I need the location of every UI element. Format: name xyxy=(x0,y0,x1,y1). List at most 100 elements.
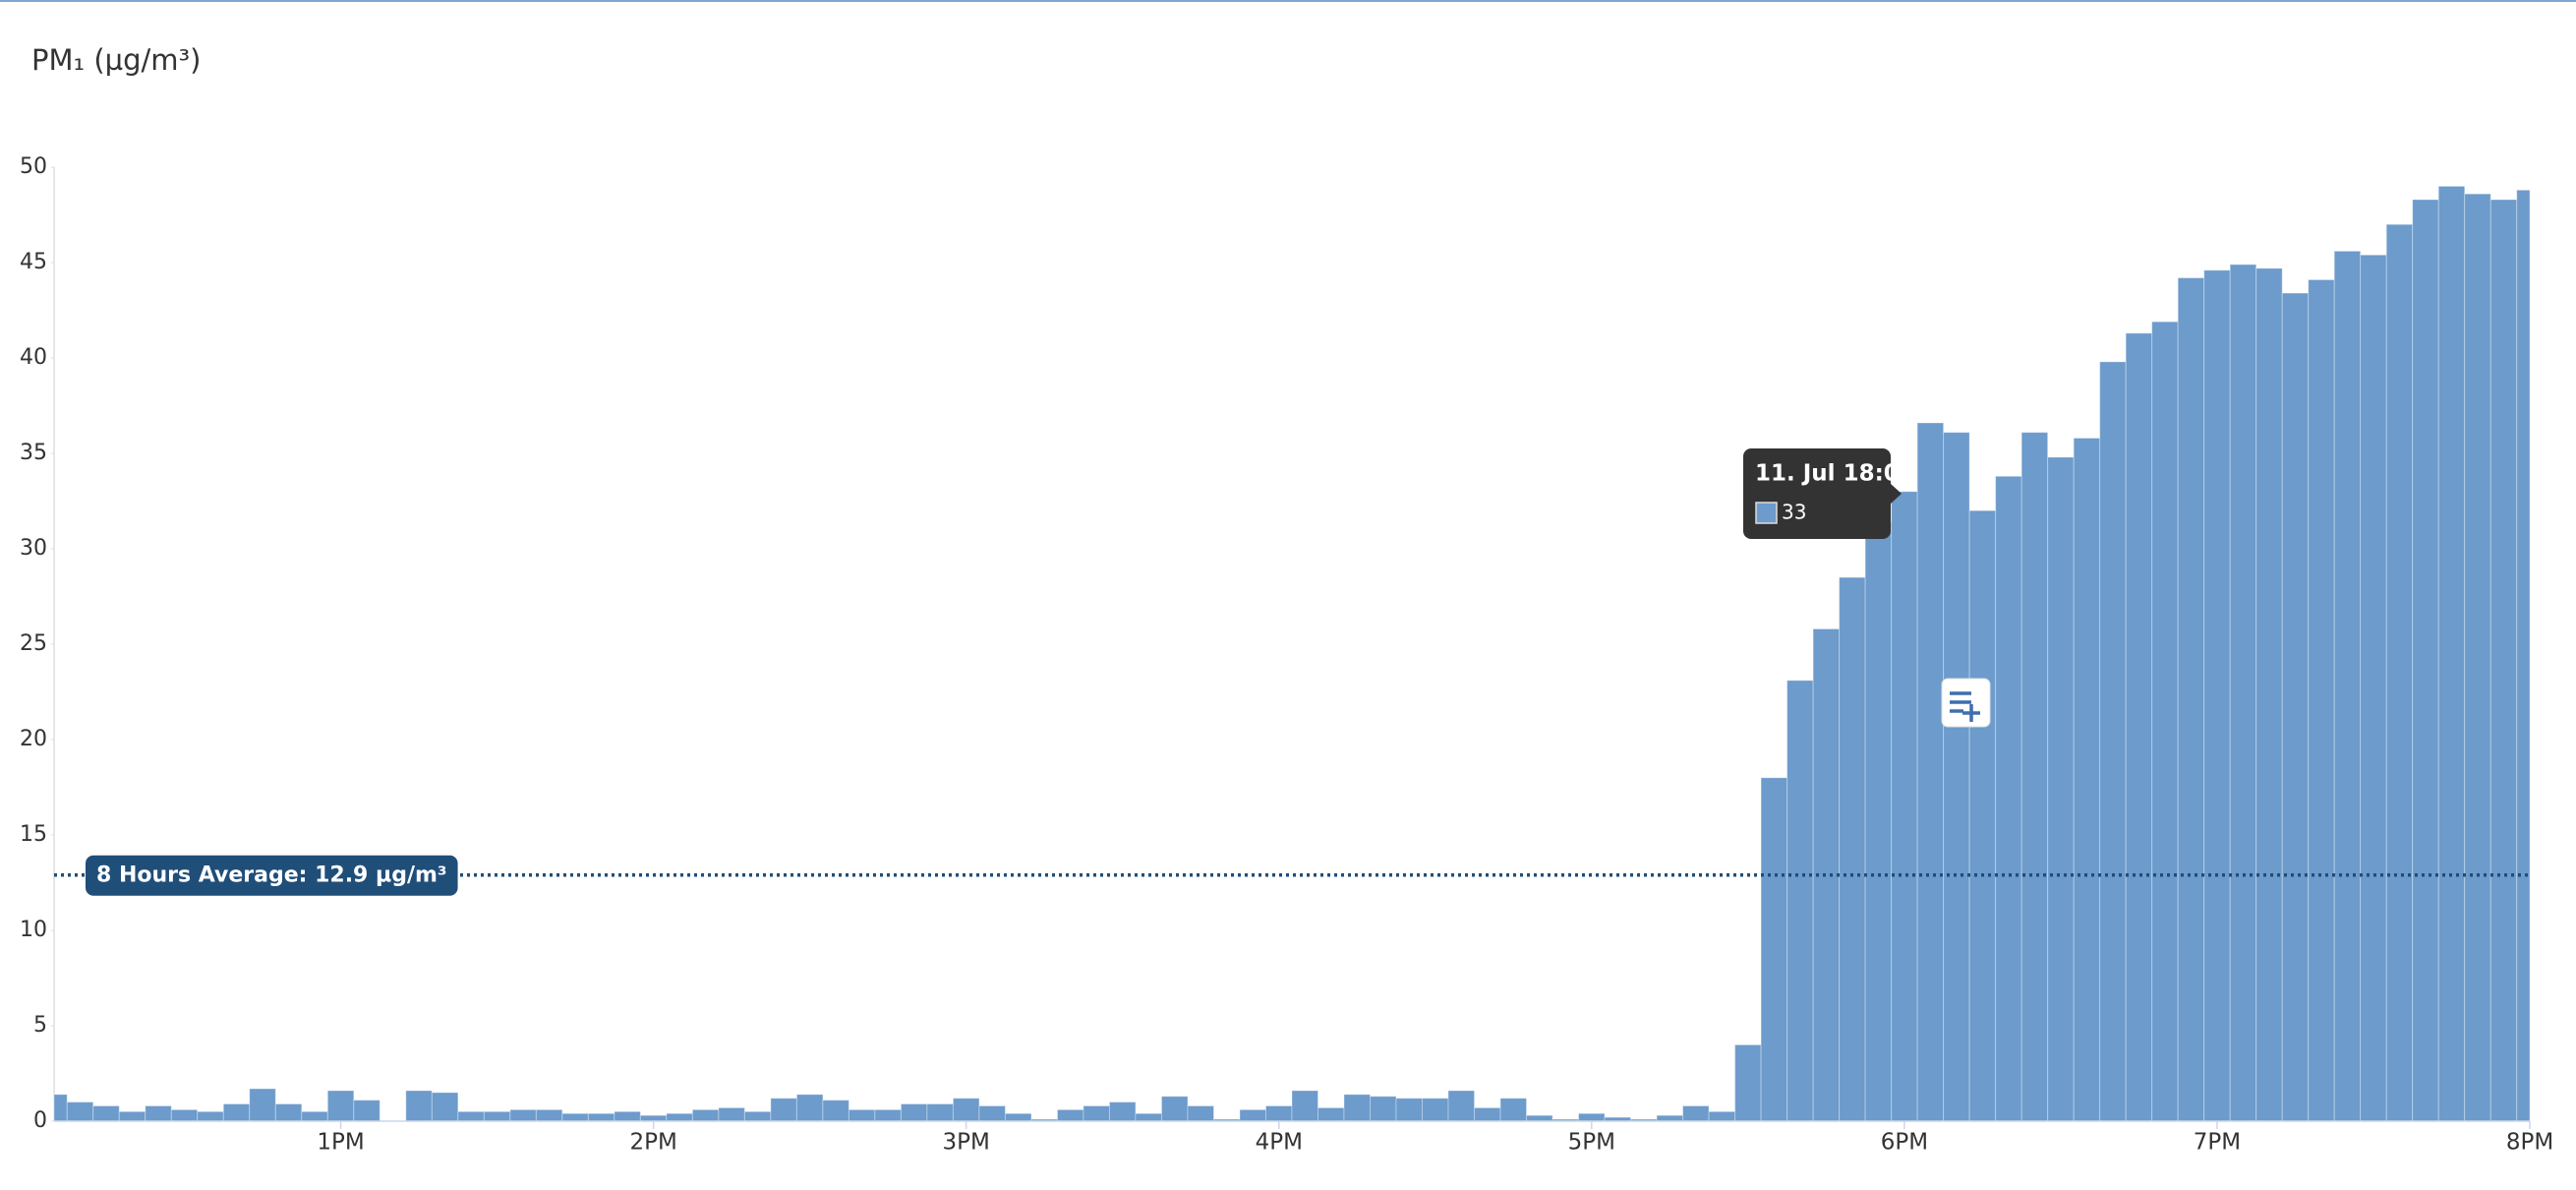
x-tick-label: 6PM xyxy=(1881,1130,1928,1156)
bar xyxy=(2489,199,2518,1122)
bar xyxy=(2151,321,2179,1122)
bar xyxy=(978,1104,1006,1122)
x-tick-label: 3PM xyxy=(943,1130,990,1156)
x-tick-label: 2PM xyxy=(629,1130,676,1156)
bar xyxy=(483,1110,511,1122)
y-tick-label: 15 xyxy=(20,822,47,847)
bar xyxy=(2308,278,2335,1122)
bar xyxy=(1734,1043,1762,1122)
bar xyxy=(1160,1096,1189,1122)
y-tick-label: 25 xyxy=(20,631,47,656)
bar xyxy=(1317,1106,1345,1122)
bar xyxy=(743,1110,772,1122)
tooltip-box xyxy=(1743,448,1891,539)
bar xyxy=(326,1090,355,1122)
bar xyxy=(822,1100,849,1122)
bar xyxy=(353,1100,381,1122)
bar xyxy=(2333,250,2362,1122)
bar xyxy=(509,1108,537,1122)
bar xyxy=(2229,264,2257,1122)
bar xyxy=(1786,680,1814,1122)
bar xyxy=(1682,1104,1710,1122)
bar xyxy=(1943,432,1970,1122)
y-tick-label: 0 xyxy=(33,1108,47,1133)
bar xyxy=(1916,422,1945,1122)
bar xyxy=(561,1112,589,1122)
x-tick-label: 5PM xyxy=(1568,1130,1615,1156)
bar xyxy=(1187,1104,1214,1122)
bar xyxy=(2281,292,2310,1122)
bar xyxy=(2385,223,2414,1122)
reference-label-bg xyxy=(86,855,458,896)
y-tick-label: 5 xyxy=(33,1013,47,1038)
x-tick-label: 1PM xyxy=(317,1130,364,1156)
bar xyxy=(1995,475,2022,1122)
bar xyxy=(2412,199,2439,1122)
y-tick-label: 50 xyxy=(20,154,47,179)
bar xyxy=(691,1108,720,1122)
bar xyxy=(53,1094,68,1122)
bar xyxy=(2360,254,2387,1122)
bar xyxy=(145,1104,172,1122)
bar xyxy=(1526,1114,1553,1122)
bar xyxy=(1578,1112,1606,1122)
y-tick-label: 30 xyxy=(20,536,47,561)
bar xyxy=(457,1110,485,1122)
bar xyxy=(1083,1104,1110,1122)
y-tick-label: 10 xyxy=(20,918,47,942)
bar xyxy=(1135,1112,1162,1122)
bar xyxy=(1395,1098,1424,1122)
bar xyxy=(666,1112,693,1122)
bar xyxy=(1264,1104,1293,1122)
bar xyxy=(405,1090,433,1122)
bar xyxy=(639,1114,668,1122)
bar xyxy=(2464,193,2491,1122)
bar xyxy=(1056,1108,1084,1122)
bar xyxy=(1447,1090,1476,1122)
bar xyxy=(301,1110,328,1122)
bar xyxy=(926,1103,954,1122)
bar xyxy=(770,1098,797,1122)
y-tick-label: 40 xyxy=(20,345,47,370)
bar xyxy=(2437,185,2466,1122)
plot-area: 0 5 10 15 20 25 30 35 40 45 50 1PM 2PM 3PM 4PM 5PM 6PM 7P… xyxy=(20,154,2553,1156)
bar xyxy=(1239,1108,1266,1122)
bar xyxy=(2020,432,2049,1122)
bar xyxy=(1656,1114,1684,1122)
x-tick-label: 4PM xyxy=(1256,1130,1303,1156)
bar xyxy=(222,1103,251,1122)
bar xyxy=(848,1108,876,1122)
bar xyxy=(1343,1094,1372,1122)
bar xyxy=(952,1098,980,1122)
bar xyxy=(197,1110,224,1122)
bar xyxy=(1864,521,1893,1122)
tooltip-value: 33 xyxy=(1782,501,1806,524)
bar xyxy=(614,1110,641,1122)
reference-label: 8 Hours Average: 12.9 µg/m³ xyxy=(96,863,447,888)
bar xyxy=(274,1103,303,1122)
bar xyxy=(2099,361,2127,1122)
bar xyxy=(1108,1101,1137,1122)
y-tick-label: 35 xyxy=(20,441,47,465)
y-tick-label: 45 xyxy=(20,250,47,274)
bar xyxy=(2125,332,2153,1122)
bar xyxy=(1499,1098,1528,1122)
bar xyxy=(170,1108,199,1122)
bar xyxy=(1474,1106,1501,1122)
bar xyxy=(1891,491,1918,1122)
bar xyxy=(1839,576,1866,1122)
bar xyxy=(1708,1110,1736,1122)
bar xyxy=(2255,268,2283,1122)
tooltip-title: 11. Jul 18:00 xyxy=(1755,461,1915,487)
overlay: 11. Jul 18:00 33 xyxy=(1743,448,1991,728)
bar xyxy=(1760,777,1788,1122)
bar xyxy=(1004,1112,1032,1122)
bar xyxy=(1968,509,1997,1122)
bar xyxy=(795,1094,824,1122)
bar xyxy=(535,1108,563,1122)
bar xyxy=(2516,189,2531,1122)
add-note-button[interactable] xyxy=(1941,678,1991,728)
bar xyxy=(1422,1098,1449,1122)
bar xyxy=(431,1092,459,1122)
